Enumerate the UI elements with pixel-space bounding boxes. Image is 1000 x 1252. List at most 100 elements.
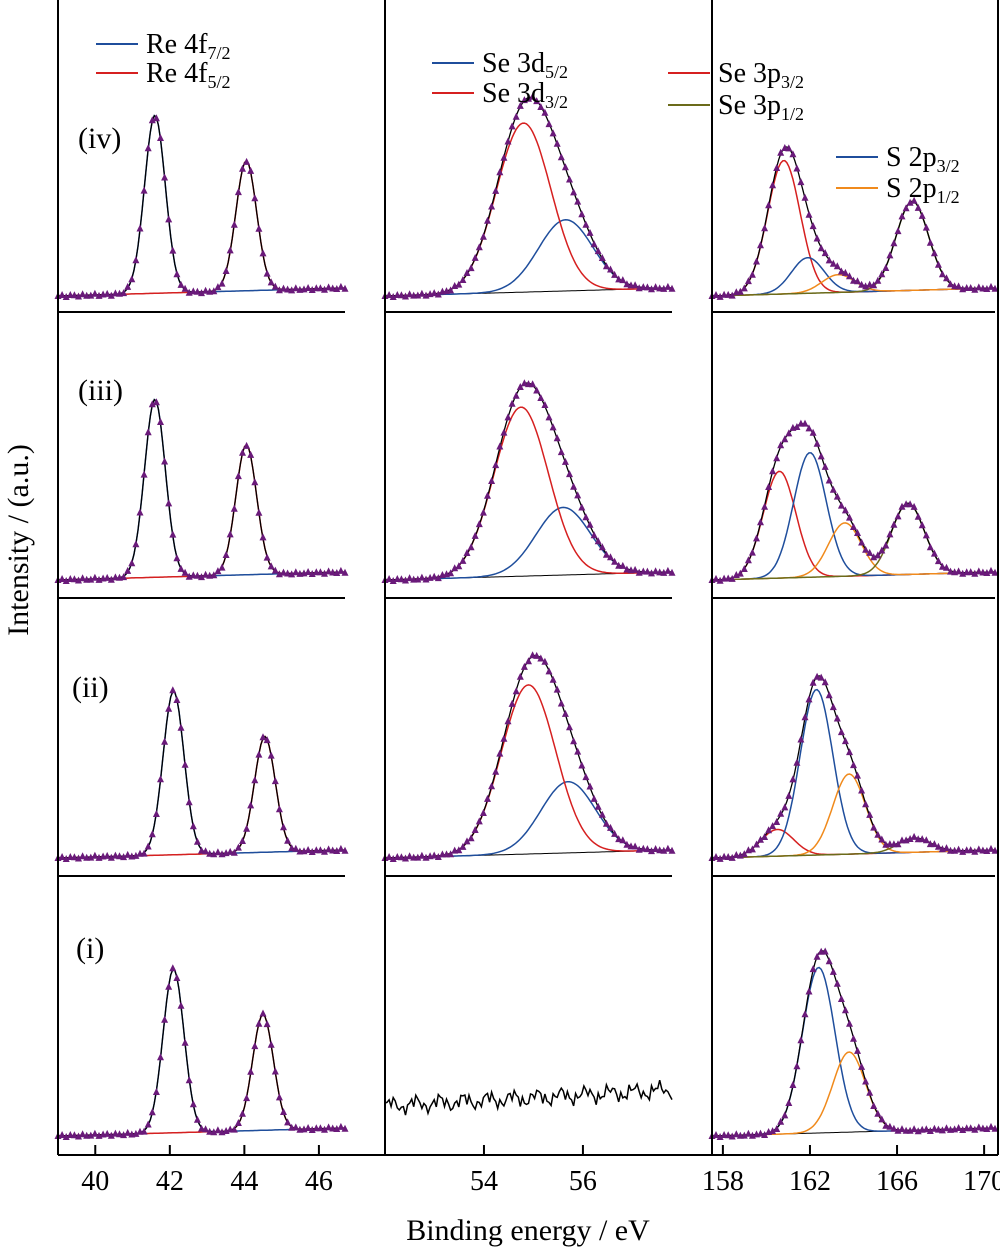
row-label-iv: (iv) — [78, 122, 121, 155]
panel-2-3 — [708, 947, 999, 1140]
data-point — [619, 836, 627, 844]
legend-label-se3p-1-2: Se 3p1/2 — [718, 90, 804, 124]
data-point — [765, 826, 773, 834]
data-point — [668, 846, 676, 854]
component-peak — [711, 1051, 996, 1137]
x-tick-label: 170 — [963, 1166, 1000, 1197]
data-point — [757, 1129, 764, 1137]
data-point — [586, 782, 594, 790]
data-point — [910, 1125, 918, 1133]
data-point — [833, 714, 841, 722]
data-point — [430, 851, 438, 859]
data-point — [615, 835, 623, 843]
data-point — [492, 767, 500, 775]
data-point — [817, 673, 825, 681]
data-point — [148, 400, 156, 408]
data-point — [991, 284, 999, 292]
data-point — [557, 448, 565, 456]
data-point — [664, 844, 672, 852]
data-point — [748, 845, 756, 853]
legend-s2p: S 2p3/2 S 2p1/2 — [836, 142, 960, 207]
data-point — [193, 571, 201, 579]
data-point — [652, 283, 660, 291]
data-point — [594, 537, 602, 545]
data-point — [402, 292, 409, 300]
data-point — [557, 699, 565, 707]
data-point — [120, 853, 128, 861]
data-point — [75, 292, 82, 300]
envelope-fit — [711, 950, 996, 1137]
data-point — [938, 562, 946, 570]
data-point — [590, 531, 598, 539]
data-point — [280, 823, 287, 831]
data-point — [882, 541, 890, 549]
data-point — [406, 852, 414, 860]
data-point — [177, 1001, 185, 1009]
data-point — [525, 657, 532, 665]
x-tick-label: 46 — [305, 1166, 333, 1197]
data-point — [987, 282, 995, 290]
data-point — [418, 573, 426, 581]
data-point — [549, 423, 557, 431]
data-point — [858, 786, 866, 794]
panel-2-0 — [708, 144, 999, 313]
data-point — [740, 565, 748, 572]
data-point — [529, 92, 537, 100]
data-point — [821, 462, 829, 470]
data-point — [983, 285, 991, 292]
x-tick-label: 56 — [569, 1166, 597, 1197]
data-point — [455, 562, 463, 570]
data-point — [500, 153, 508, 161]
data-point — [582, 513, 590, 521]
data-point — [91, 573, 99, 581]
data-point — [930, 840, 938, 848]
data-point — [906, 500, 914, 508]
data-point — [975, 845, 983, 853]
data-point — [397, 575, 405, 583]
data-point — [943, 563, 950, 571]
data-point — [79, 290, 87, 298]
data-point — [769, 181, 777, 189]
data-point — [753, 840, 760, 848]
data-point — [103, 851, 111, 859]
x-tick-label: 54 — [470, 1166, 498, 1197]
panel-0-1 — [54, 398, 349, 599]
data-point — [866, 810, 874, 818]
data-point — [292, 284, 300, 292]
data-point — [643, 845, 651, 853]
legend-label-re-7-2: Re 4f7/2 — [146, 29, 230, 63]
data-point — [943, 274, 950, 282]
data-point — [79, 852, 87, 860]
data-point — [561, 163, 569, 171]
data-point — [712, 853, 720, 860]
legend-se3d: Se 3d5/2 Se 3d3/2 — [432, 48, 568, 112]
envelope-fit — [57, 968, 346, 1137]
data-point — [777, 1117, 785, 1125]
data-point — [181, 1038, 189, 1046]
component-peak — [711, 966, 996, 1137]
data-point — [712, 574, 720, 582]
data-point — [414, 853, 422, 861]
data-point — [623, 280, 631, 288]
data-point — [805, 424, 813, 432]
data-point — [537, 654, 545, 662]
data-point — [918, 835, 926, 843]
component-peak — [711, 502, 996, 581]
data-point — [292, 1123, 300, 1131]
data-point — [120, 289, 128, 297]
data-point — [512, 112, 520, 120]
data-point — [247, 801, 255, 809]
data-point — [389, 293, 397, 300]
data-point — [878, 1115, 886, 1123]
legend-se3p: Se 3p3/2 Se 3p1/2 — [668, 58, 804, 124]
data-point — [922, 223, 930, 231]
data-point — [479, 508, 487, 516]
data-point — [479, 232, 487, 240]
data-point — [793, 758, 801, 766]
data-point — [890, 1124, 898, 1132]
data-point — [484, 216, 491, 224]
data-point — [724, 1131, 732, 1139]
data-point — [728, 291, 736, 299]
data-point — [566, 470, 573, 478]
data-point — [553, 139, 561, 147]
